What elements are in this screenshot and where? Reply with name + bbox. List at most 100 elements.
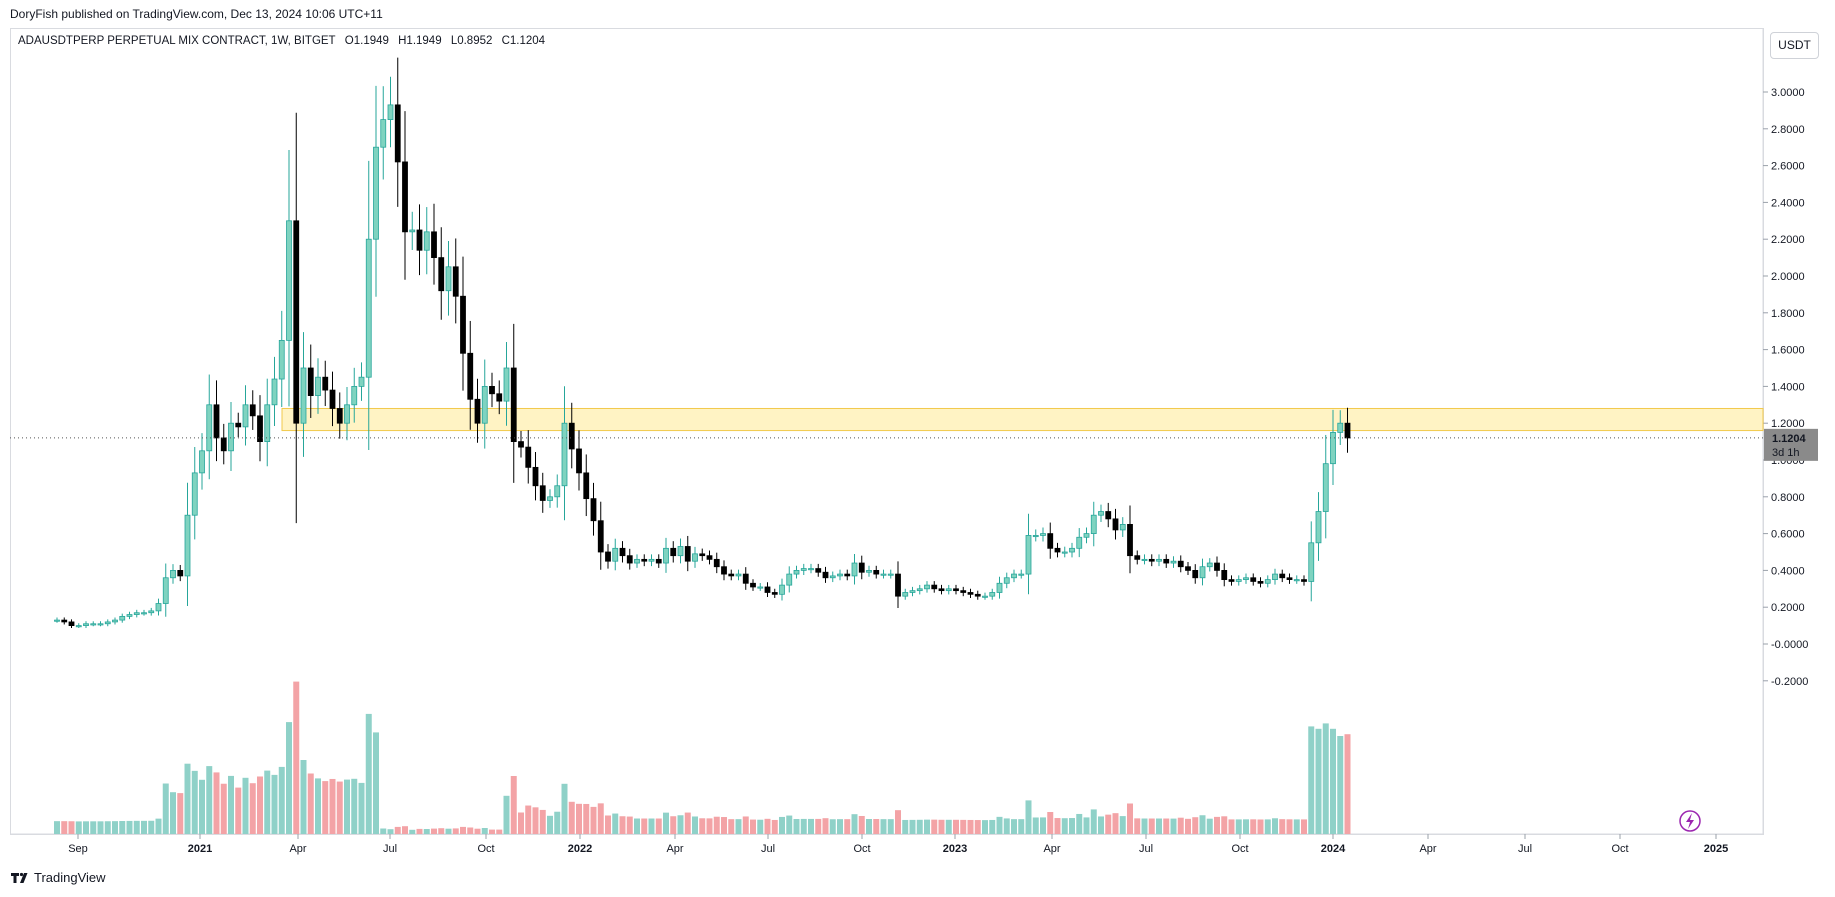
candle-body[interactable] bbox=[605, 551, 611, 562]
candle-body[interactable] bbox=[336, 408, 343, 424]
candle-body[interactable] bbox=[590, 498, 597, 522]
candle-body[interactable] bbox=[837, 573, 843, 577]
candle-body[interactable] bbox=[1119, 524, 1126, 531]
candle-body[interactable] bbox=[713, 558, 720, 568]
candle-body[interactable] bbox=[445, 266, 452, 292]
candle-body[interactable] bbox=[1293, 579, 1300, 582]
candle-body[interactable] bbox=[438, 257, 445, 292]
candle-body[interactable] bbox=[119, 616, 126, 621]
candle-body[interactable] bbox=[155, 603, 162, 612]
candle-body[interactable] bbox=[373, 146, 379, 240]
candle-body[interactable] bbox=[133, 612, 140, 615]
candle-body[interactable] bbox=[532, 466, 539, 487]
candle-body[interactable] bbox=[547, 496, 553, 501]
candle-body[interactable] bbox=[228, 422, 234, 452]
candle-body[interactable] bbox=[721, 566, 727, 575]
candle-body[interactable] bbox=[68, 621, 75, 626]
candle-body[interactable] bbox=[866, 570, 872, 573]
candle-body[interactable] bbox=[634, 558, 640, 564]
candle-body[interactable] bbox=[148, 610, 155, 614]
candle-body[interactable] bbox=[945, 588, 952, 592]
candle-body[interactable] bbox=[278, 339, 285, 380]
candle-body[interactable] bbox=[112, 619, 118, 623]
candle-body[interactable] bbox=[967, 592, 974, 595]
candle-body[interactable] bbox=[1250, 577, 1257, 582]
candle-body[interactable] bbox=[496, 393, 503, 402]
candle-body[interactable] bbox=[1069, 547, 1075, 553]
candle-body[interactable] bbox=[692, 553, 698, 562]
candle-body[interactable] bbox=[670, 547, 677, 557]
candle-body[interactable] bbox=[1112, 518, 1119, 531]
candle-body[interactable] bbox=[293, 220, 300, 424]
candle-body[interactable] bbox=[1025, 535, 1032, 575]
candle-body[interactable] bbox=[931, 584, 938, 590]
candle-body[interactable] bbox=[1083, 533, 1090, 538]
candle-body[interactable] bbox=[1156, 558, 1162, 562]
candle-body[interactable] bbox=[1105, 511, 1112, 520]
candle-body[interactable] bbox=[54, 619, 60, 622]
candle-body[interactable] bbox=[1330, 431, 1336, 465]
candle-body[interactable] bbox=[387, 104, 394, 120]
candle-body[interactable] bbox=[750, 582, 756, 588]
candle-body[interactable] bbox=[460, 295, 466, 354]
candle-body[interactable] bbox=[1199, 566, 1206, 579]
candle-body[interactable] bbox=[626, 555, 633, 564]
candle-body[interactable] bbox=[467, 352, 474, 400]
candle-body[interactable] bbox=[829, 575, 836, 579]
candle-body[interactable] bbox=[1011, 573, 1017, 579]
candle-body[interactable] bbox=[1337, 422, 1344, 433]
last-price-label[interactable] bbox=[1764, 428, 1818, 461]
candle-body[interactable] bbox=[1047, 533, 1054, 549]
candle-body[interactable] bbox=[104, 621, 111, 625]
candle-body[interactable] bbox=[423, 231, 430, 251]
candle-body[interactable] bbox=[1279, 573, 1286, 579]
candle-body[interactable] bbox=[699, 553, 706, 557]
currency-button[interactable]: USDT bbox=[1770, 32, 1819, 59]
candle-body[interactable] bbox=[474, 398, 481, 424]
candle-body[interactable] bbox=[793, 570, 800, 575]
candle-body[interactable] bbox=[344, 404, 350, 424]
candle-body[interactable] bbox=[300, 367, 307, 424]
candle-body[interactable] bbox=[191, 472, 198, 516]
candle-body[interactable] bbox=[873, 570, 880, 575]
candle-body[interactable] bbox=[539, 485, 546, 501]
candle-body[interactable] bbox=[75, 625, 82, 628]
candle-body[interactable] bbox=[402, 161, 408, 233]
candle-body[interactable] bbox=[264, 404, 271, 442]
candle-body[interactable] bbox=[177, 570, 184, 577]
candle-body[interactable] bbox=[706, 555, 713, 560]
candle-body[interactable] bbox=[996, 582, 1003, 593]
candle-body[interactable] bbox=[1054, 547, 1061, 553]
candle-body[interactable] bbox=[141, 612, 147, 615]
candle-body[interactable] bbox=[1090, 514, 1097, 535]
candle-body[interactable] bbox=[597, 520, 604, 553]
candle-body[interactable] bbox=[90, 623, 97, 626]
candle-body[interactable] bbox=[655, 558, 662, 564]
candle-body[interactable] bbox=[286, 220, 292, 341]
candle-body[interactable] bbox=[1272, 573, 1278, 581]
candle-body[interactable] bbox=[307, 367, 314, 397]
candle-body[interactable] bbox=[503, 367, 510, 402]
candle-body[interactable] bbox=[1257, 581, 1264, 584]
candle-body[interactable] bbox=[916, 588, 923, 592]
candle-body[interactable] bbox=[1286, 577, 1293, 581]
candle-body[interactable] bbox=[757, 586, 764, 589]
candle-body[interactable] bbox=[1032, 535, 1039, 538]
candle-body[interactable] bbox=[735, 573, 742, 577]
candle-body[interactable] bbox=[808, 568, 814, 571]
candle-body[interactable] bbox=[518, 441, 524, 448]
candle-body[interactable] bbox=[416, 229, 423, 251]
candle-body[interactable] bbox=[568, 422, 575, 450]
symbol-name[interactable]: ADAUSDTPERP PERPETUAL MIX CONTRACT, 1W, … bbox=[18, 35, 336, 47]
candle-body[interactable] bbox=[1228, 579, 1235, 582]
candle-body[interactable] bbox=[612, 547, 619, 562]
candle-body[interactable] bbox=[924, 584, 930, 590]
candle-body[interactable] bbox=[641, 558, 648, 562]
resistance-zone[interactable] bbox=[281, 407, 1764, 432]
candle-body[interactable] bbox=[576, 448, 582, 474]
candle-body[interactable] bbox=[887, 573, 894, 576]
candle-body[interactable] bbox=[909, 590, 916, 593]
candle-body[interactable] bbox=[1018, 573, 1025, 576]
candle-body[interactable] bbox=[902, 592, 909, 597]
candle-body[interactable] bbox=[728, 573, 735, 577]
